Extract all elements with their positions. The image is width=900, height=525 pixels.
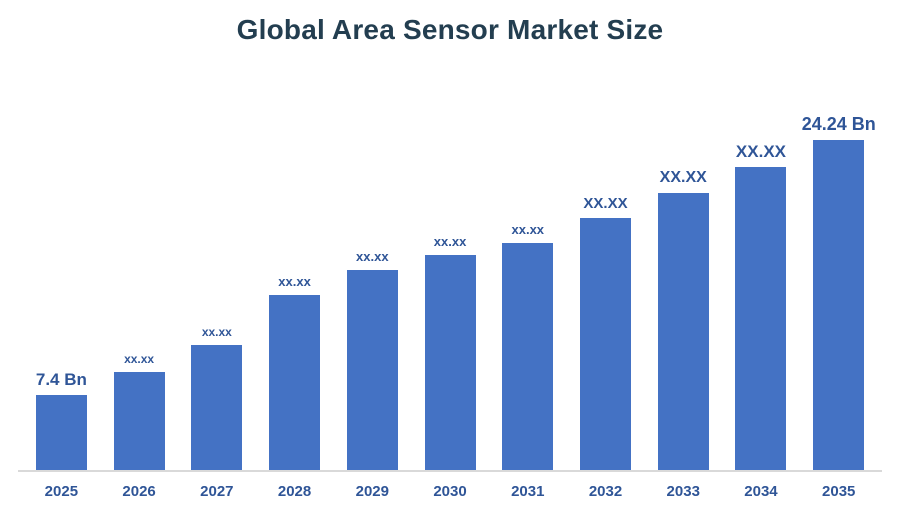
bar-value-label-2026: xx.xx [124,352,155,366]
bar-column-2030: xx.xx [424,234,476,470]
bar-column-2029: xx.xx [346,249,398,470]
bar-value-label-2035: 24.24 Bn [801,114,876,134]
x-axis-label-2029: 2029 [355,483,389,500]
bar-value-label-2025: 7.4 Bn [35,370,87,389]
x-axis-line [18,470,882,472]
bar-2027 [191,345,243,470]
bar-2025 [35,395,87,470]
x-axis-label-2025: 2025 [44,483,79,500]
bar-2029 [346,270,398,470]
x-axis-label-2031: 2031 [511,483,545,500]
bar-2032 [580,218,632,470]
bar-2028 [269,295,321,470]
bar-2031 [502,243,554,470]
bar-value-label-2031: xx.xx [511,222,545,237]
bar-value-label-2028: xx.xx [278,274,311,289]
x-axis-label-2027: 2027 [200,483,234,500]
bar-value-label-2034: XX.XX [735,142,787,161]
bar-column-2025: 7.4 Bn [36,371,87,470]
bar-column-2031: xx.xx [502,222,554,470]
bar-2033 [657,193,709,470]
bar-column-2033: XX.XX [657,169,709,470]
bar-2026 [113,372,165,470]
chart-title: Global Area Sensor Market Size [236,14,664,45]
bar-2035 [813,140,865,470]
x-axis-label-2035: 2035 [822,483,856,500]
bar-value-label-2030: xx.xx [433,234,467,249]
bar-value-label-2032: XX.XX [583,195,628,212]
bar-2034 [735,167,787,470]
bar-column-2026: xx.xx [113,352,165,470]
bar-column-2035: 24.24 Bn [802,115,876,470]
x-axis-labels-row: 2025 2026 2027 2028 2029 2030 2031 2032 2033 2034… [0,483,900,500]
bar-column-2032: XX.XX [580,195,632,470]
x-axis-label-2034: 2034 [744,483,778,500]
bar-2030 [424,255,476,470]
bar-column-2028: xx.xx [269,274,321,470]
x-axis-label-2026: 2026 [122,483,156,500]
bar-value-label-2027: xx.xx [201,325,232,339]
plot-area: 7.4 Bn xx.xx xx.xx xx.xx xx.xx xx.xx xx.xx XX.X… [0,115,900,470]
bar-column-2027: xx.xx [191,325,243,470]
x-axis-label-2033: 2033 [666,483,700,500]
bar-value-label-2029: xx.xx [356,249,389,264]
bar-column-2034: XX.XX [735,142,787,470]
x-axis-label-2032: 2032 [588,483,623,500]
x-axis-label-2028: 2028 [277,483,312,500]
bar-value-label-2033: XX.XX [659,169,707,186]
x-axis-label-2030: 2030 [433,483,467,500]
